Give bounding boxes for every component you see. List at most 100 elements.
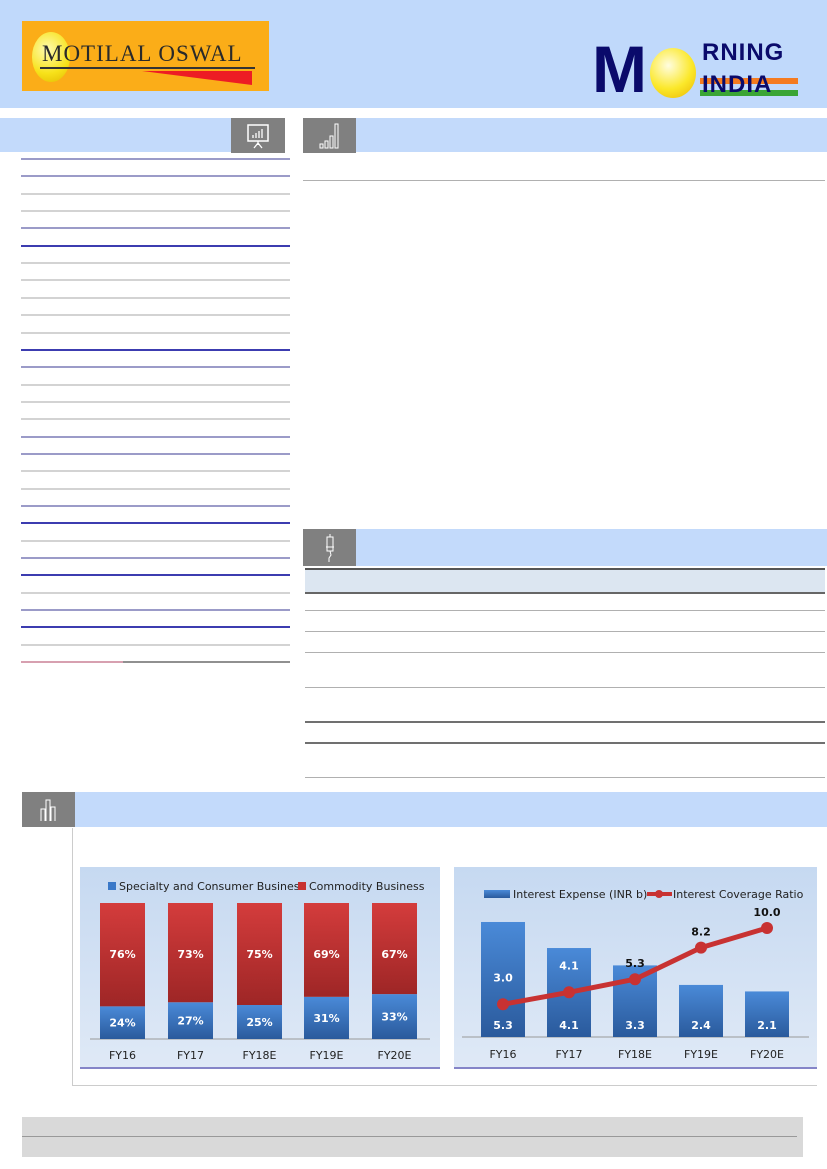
data-label-specialty: 33% (381, 1011, 407, 1024)
list-rule (21, 539, 290, 542)
sun-icon (650, 48, 696, 98)
data-label-commodity: 69% (313, 948, 339, 961)
logo-wedge (142, 71, 252, 85)
bar-commodity (100, 903, 145, 1007)
revenue-mix-svg: Specialty and Consumer Business Commodity… (90, 880, 430, 1062)
list-rule (21, 487, 290, 490)
list-rule (21, 643, 290, 646)
bar-interest-expense (481, 921, 525, 1037)
x-tick-label: FY20E (378, 1049, 412, 1062)
table-row-divider (305, 631, 825, 632)
data-label-commodity: 73% (177, 948, 203, 961)
data-label-commodity: 67% (381, 948, 407, 961)
data-label-specialty: 27% (177, 1015, 203, 1028)
presentation-chart-icon (231, 118, 285, 153)
list-rule (21, 435, 290, 438)
list-rule (21, 244, 290, 247)
list-rule (21, 348, 290, 351)
x-tick-label: FY17 (177, 1049, 204, 1062)
bar-specialty (100, 1006, 145, 1039)
list-rule (21, 296, 290, 299)
table-row-divider (305, 687, 825, 688)
x-tick-label: FY19E (684, 1048, 718, 1061)
list-rule (21, 661, 290, 664)
legend-swatch-commodity (298, 882, 306, 890)
list-rule (21, 626, 290, 629)
bar-interest-expense (679, 984, 723, 1037)
table-row-divider (305, 652, 825, 653)
bar-specialty (168, 1002, 213, 1039)
list-rule (21, 366, 290, 369)
marker-coverage (761, 922, 773, 934)
list-rule (21, 470, 290, 473)
legend-marker-coverage (655, 890, 663, 898)
sun-icon (32, 32, 70, 82)
marker-coverage (695, 941, 707, 954)
list-rule (21, 279, 290, 282)
legend-swatch-specialty (108, 882, 116, 890)
table-header-row (305, 568, 825, 594)
bar-commodity (168, 903, 213, 1003)
list-rule (21, 505, 290, 507)
x-tick-label: FY18E (618, 1048, 652, 1061)
x-tick-label: FY17 (555, 1048, 582, 1061)
legend-label-coverage: Interest Coverage Ratio (673, 888, 804, 901)
list-rule (21, 609, 290, 612)
list-rule (21, 262, 290, 265)
table-row-divider (305, 610, 825, 611)
marker-coverage (629, 973, 641, 986)
list-rule (21, 158, 290, 160)
footer-rule (22, 1136, 797, 1137)
logo-line2: INDIA (702, 71, 773, 98)
data-label-commodity: 76% (109, 948, 135, 961)
bar-commodity (304, 903, 349, 997)
table-row-divider (305, 721, 825, 723)
list-rule (21, 522, 290, 525)
data-label-commodity: 75% (246, 948, 272, 961)
list-rule (21, 400, 290, 403)
column-chart-icon (22, 792, 75, 827)
section-bar (356, 529, 827, 566)
data-label-interest-expense: 4.1 (559, 1019, 579, 1032)
legend-label-interest-expense: Interest Expense (INR b) (513, 888, 647, 901)
table-bottom-rule (305, 777, 825, 778)
data-label-specialty: 24% (109, 1017, 135, 1030)
x-tick-label: FY16 (489, 1048, 516, 1061)
x-tick-label: FY20E (750, 1048, 784, 1061)
list-rule (21, 192, 290, 195)
right-section-bar (356, 118, 827, 152)
list-rule (21, 591, 290, 594)
divider (303, 180, 825, 181)
x-tick-label: FY19E (310, 1049, 344, 1062)
list-rule (21, 418, 290, 421)
left-section-bar (0, 118, 231, 152)
x-tick-label: FY16 (109, 1049, 136, 1062)
bar-commodity (372, 903, 417, 995)
divider (72, 1085, 817, 1086)
legend-label-specialty: Specialty and Consumer Business (119, 880, 306, 893)
bar-specialty (372, 994, 417, 1039)
data-label-coverage: 3.0 (493, 971, 513, 984)
bar-specialty (237, 1005, 282, 1039)
data-label-interest-expense: 2.1 (757, 1019, 777, 1032)
interest-svg: Interest Expense (INR b) Interest Coverag… (462, 888, 809, 1061)
data-label-coverage: 5.3 (625, 957, 645, 970)
divider (72, 828, 73, 1086)
motilal-oswal-logo: MOTILAL OSWAL (22, 21, 269, 91)
data-label-interest-expense: 3.3 (625, 1019, 645, 1032)
footer-box (22, 1117, 803, 1157)
bar-interest-expense (745, 991, 789, 1037)
data-label-coverage: 10.0 (753, 906, 780, 919)
legend-swatch-interest-expense (484, 890, 510, 898)
data-label-coverage: 8.2 (691, 926, 711, 939)
bar-specialty (304, 996, 349, 1039)
list-rule (21, 175, 290, 178)
legend-label-commodity: Commodity Business (309, 880, 425, 893)
marker-coverage (497, 998, 509, 1011)
logo-text: MOTILAL OSWAL (42, 41, 243, 66)
pen-icon (303, 529, 356, 566)
list-rule (21, 227, 290, 230)
list-rule (21, 314, 290, 317)
list-rule (21, 557, 290, 560)
revenue-mix-chart: Specialty and Consumer Business Commodity… (80, 867, 440, 1069)
